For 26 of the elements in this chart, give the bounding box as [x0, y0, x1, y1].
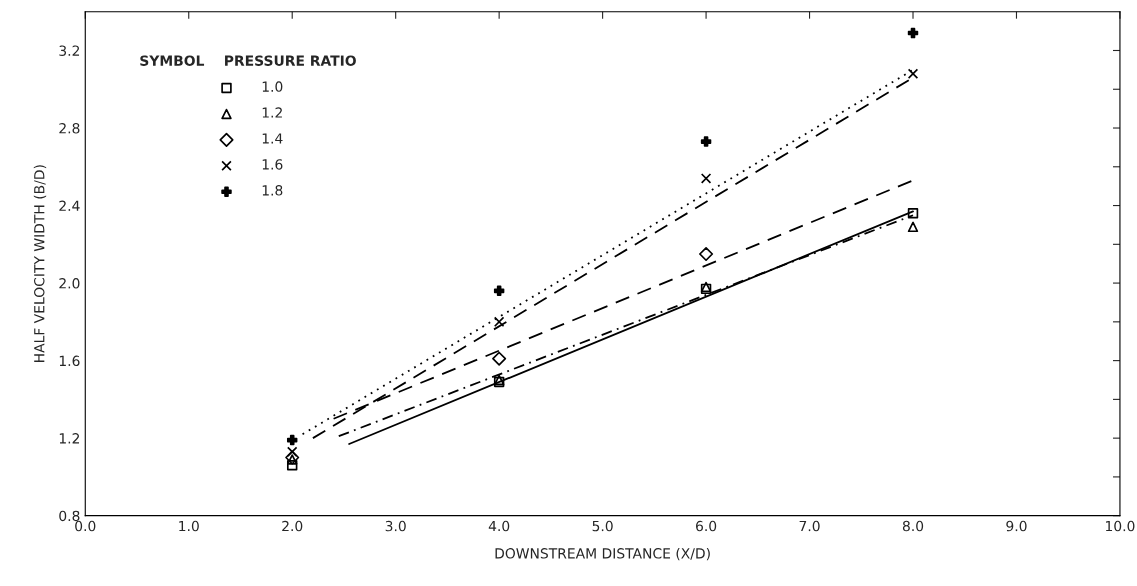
y-tick-label: 2.0 [59, 278, 80, 289]
y-tick-label: 2.4 [59, 200, 80, 211]
legend-label: 1.6 [262, 159, 283, 170]
legend-label: 1.8 [262, 185, 283, 196]
x-tick-label: 10.0 [1106, 520, 1135, 532]
x-axis-title: DOWNSTREAM DISTANCE (X/D) [495, 547, 710, 561]
x-tick-label: 2.0 [282, 520, 303, 532]
x-tick-label: 6.0 [696, 520, 717, 532]
legend-label: 1.2 [262, 107, 282, 118]
legend-title: SYMBOL PRESSURE RATIO [140, 55, 356, 66]
y-tick-label: 0.8 [59, 510, 80, 522]
x-tick-label: 4.0 [488, 520, 510, 532]
y-tick-label: 1.6 [59, 355, 80, 367]
x-tick-label: 9.0 [1006, 520, 1027, 532]
x-tick-label: 3.0 [385, 520, 406, 532]
y-tick-label: 1.2 [59, 433, 80, 444]
x-tick-label: 8.0 [902, 520, 924, 532]
y-tick-label: 2.8 [59, 122, 80, 134]
y-axis-title: HALF VELOCITY WIDTH (B/D) [33, 165, 47, 362]
legend-label: 1.4 [262, 133, 283, 144]
legend-label: 1.0 [262, 81, 283, 92]
x-tick-label: 0.0 [75, 520, 96, 532]
x-tick-label: 1.0 [179, 520, 199, 532]
x-tick-label: 5.0 [592, 520, 613, 532]
y-tick-label: 3.2 [59, 45, 80, 56]
x-tick-label: 7.0 [799, 520, 820, 532]
